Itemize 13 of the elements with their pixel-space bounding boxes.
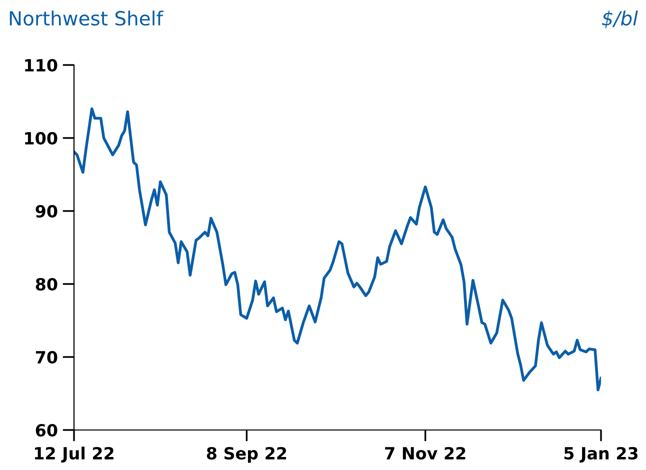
y-axis-title: $/bl — [602, 10, 638, 28]
y-tick-label: 70 — [36, 350, 58, 364]
x-tick-label: 8 Sep 22 — [206, 446, 286, 463]
x-tick-label: 5 Jan 23 — [564, 446, 638, 463]
y-tick-label: 80 — [36, 278, 58, 291]
x-tick-label: 12 Jul 22 — [34, 446, 114, 463]
y-tick-label: 100 — [25, 132, 58, 145]
y-tick-label: 90 — [36, 204, 58, 218]
y-tick-label: 110 — [25, 58, 58, 72]
y-tick-label: 60 — [36, 424, 58, 437]
line-series — [74, 107, 601, 392]
x-tick-label: 7 Nov 22 — [385, 446, 466, 460]
chart-title: Northwest Shelf — [10, 10, 164, 26]
